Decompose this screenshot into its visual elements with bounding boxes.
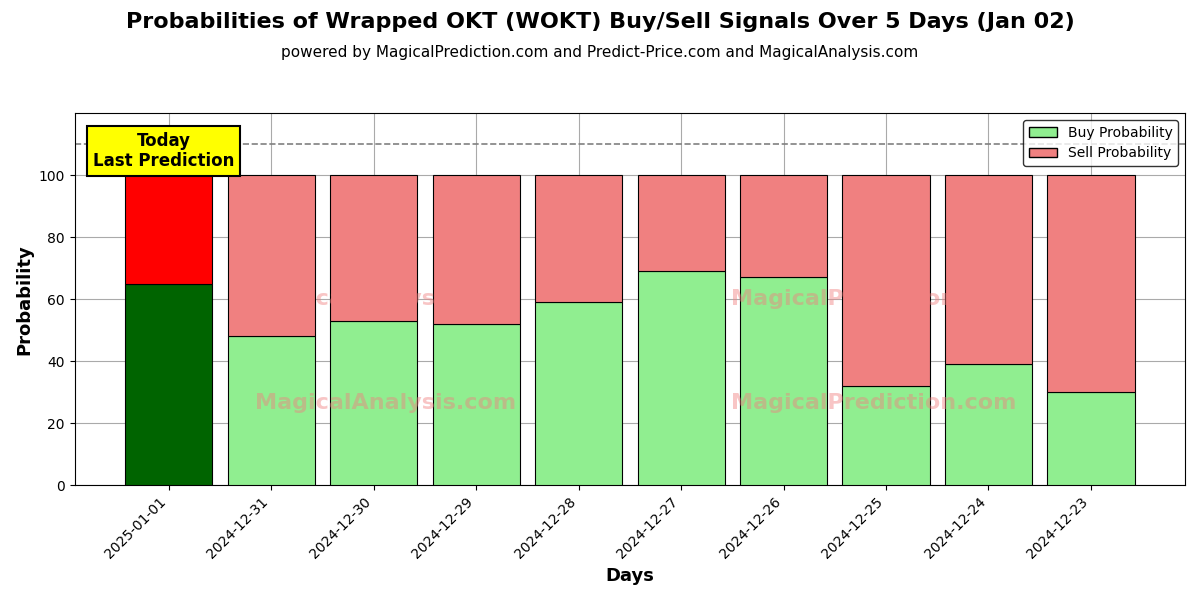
- Bar: [330, 321, 418, 485]
- Bar: [432, 324, 520, 485]
- Bar: [432, 175, 520, 324]
- Bar: [740, 175, 827, 277]
- X-axis label: Days: Days: [605, 567, 654, 585]
- Bar: [228, 175, 314, 337]
- Legend: Buy Probability, Sell Probability: Buy Probability, Sell Probability: [1024, 120, 1178, 166]
- Bar: [740, 277, 827, 485]
- Text: Today
Last Prediction: Today Last Prediction: [92, 131, 234, 170]
- Bar: [637, 271, 725, 485]
- Bar: [330, 175, 418, 321]
- Text: MagicalPrediction.com: MagicalPrediction.com: [732, 394, 1016, 413]
- Bar: [535, 175, 622, 302]
- Text: MagicalPrediction.com: MagicalPrediction.com: [732, 289, 1016, 309]
- Bar: [637, 175, 725, 271]
- Text: MagicalAnalysis.com: MagicalAnalysis.com: [254, 394, 516, 413]
- Bar: [228, 337, 314, 485]
- Bar: [1048, 392, 1134, 485]
- Bar: [842, 386, 930, 485]
- Bar: [842, 175, 930, 386]
- Bar: [944, 364, 1032, 485]
- Bar: [125, 175, 212, 284]
- Bar: [535, 302, 622, 485]
- Text: MagicalAnalysis.com: MagicalAnalysis.com: [254, 289, 516, 309]
- Text: Probabilities of Wrapped OKT (WOKT) Buy/Sell Signals Over 5 Days (Jan 02): Probabilities of Wrapped OKT (WOKT) Buy/…: [126, 12, 1074, 32]
- Y-axis label: Probability: Probability: [16, 244, 34, 355]
- Bar: [944, 175, 1032, 364]
- Text: powered by MagicalPrediction.com and Predict-Price.com and MagicalAnalysis.com: powered by MagicalPrediction.com and Pre…: [281, 45, 919, 60]
- Bar: [125, 284, 212, 485]
- Bar: [1048, 175, 1134, 392]
